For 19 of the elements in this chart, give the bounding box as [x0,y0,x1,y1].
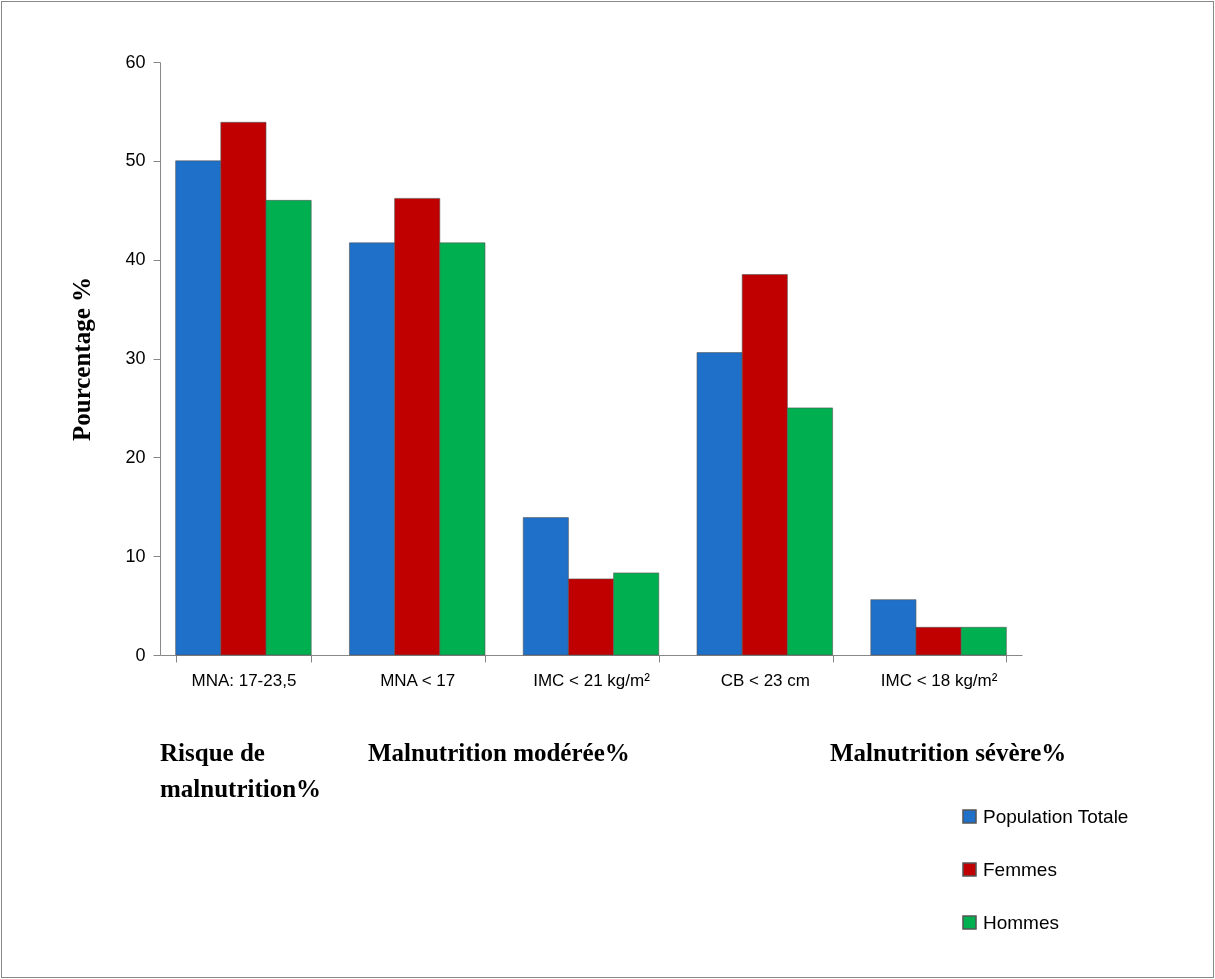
y-tick-label: 30 [125,348,146,368]
legend-label: Population Totale [983,805,1129,827]
text: Malnutrition modérée% [368,738,631,768]
y-tick-label: 10 [125,545,146,566]
x-tick-label: MNA: 17-23,5 [191,670,297,690]
y-tick-label: 50 [125,150,146,171]
legend-label: Femmes [983,858,1057,880]
legend-label: Hommes [983,911,1060,933]
y-tick-label: 60 [125,51,146,72]
x-tick-label: MNA < 17 [380,670,456,690]
y-tick-label: 40 [125,249,146,270]
x-tick-label: CB < 23 cm [720,670,810,690]
y-tick-label: 20 [125,446,146,467]
y-tick-label: 0 [135,644,146,665]
text: Malnutrition sévère% [830,738,1068,768]
x-tick-label: IMC < 18 kg/m² [880,670,998,690]
y-axis-title: Pourcentage % [68,276,96,442]
x-tick-label: IMC < 21 kg/m² [533,670,651,690]
text: Risque de malnutrition% [160,739,322,803]
